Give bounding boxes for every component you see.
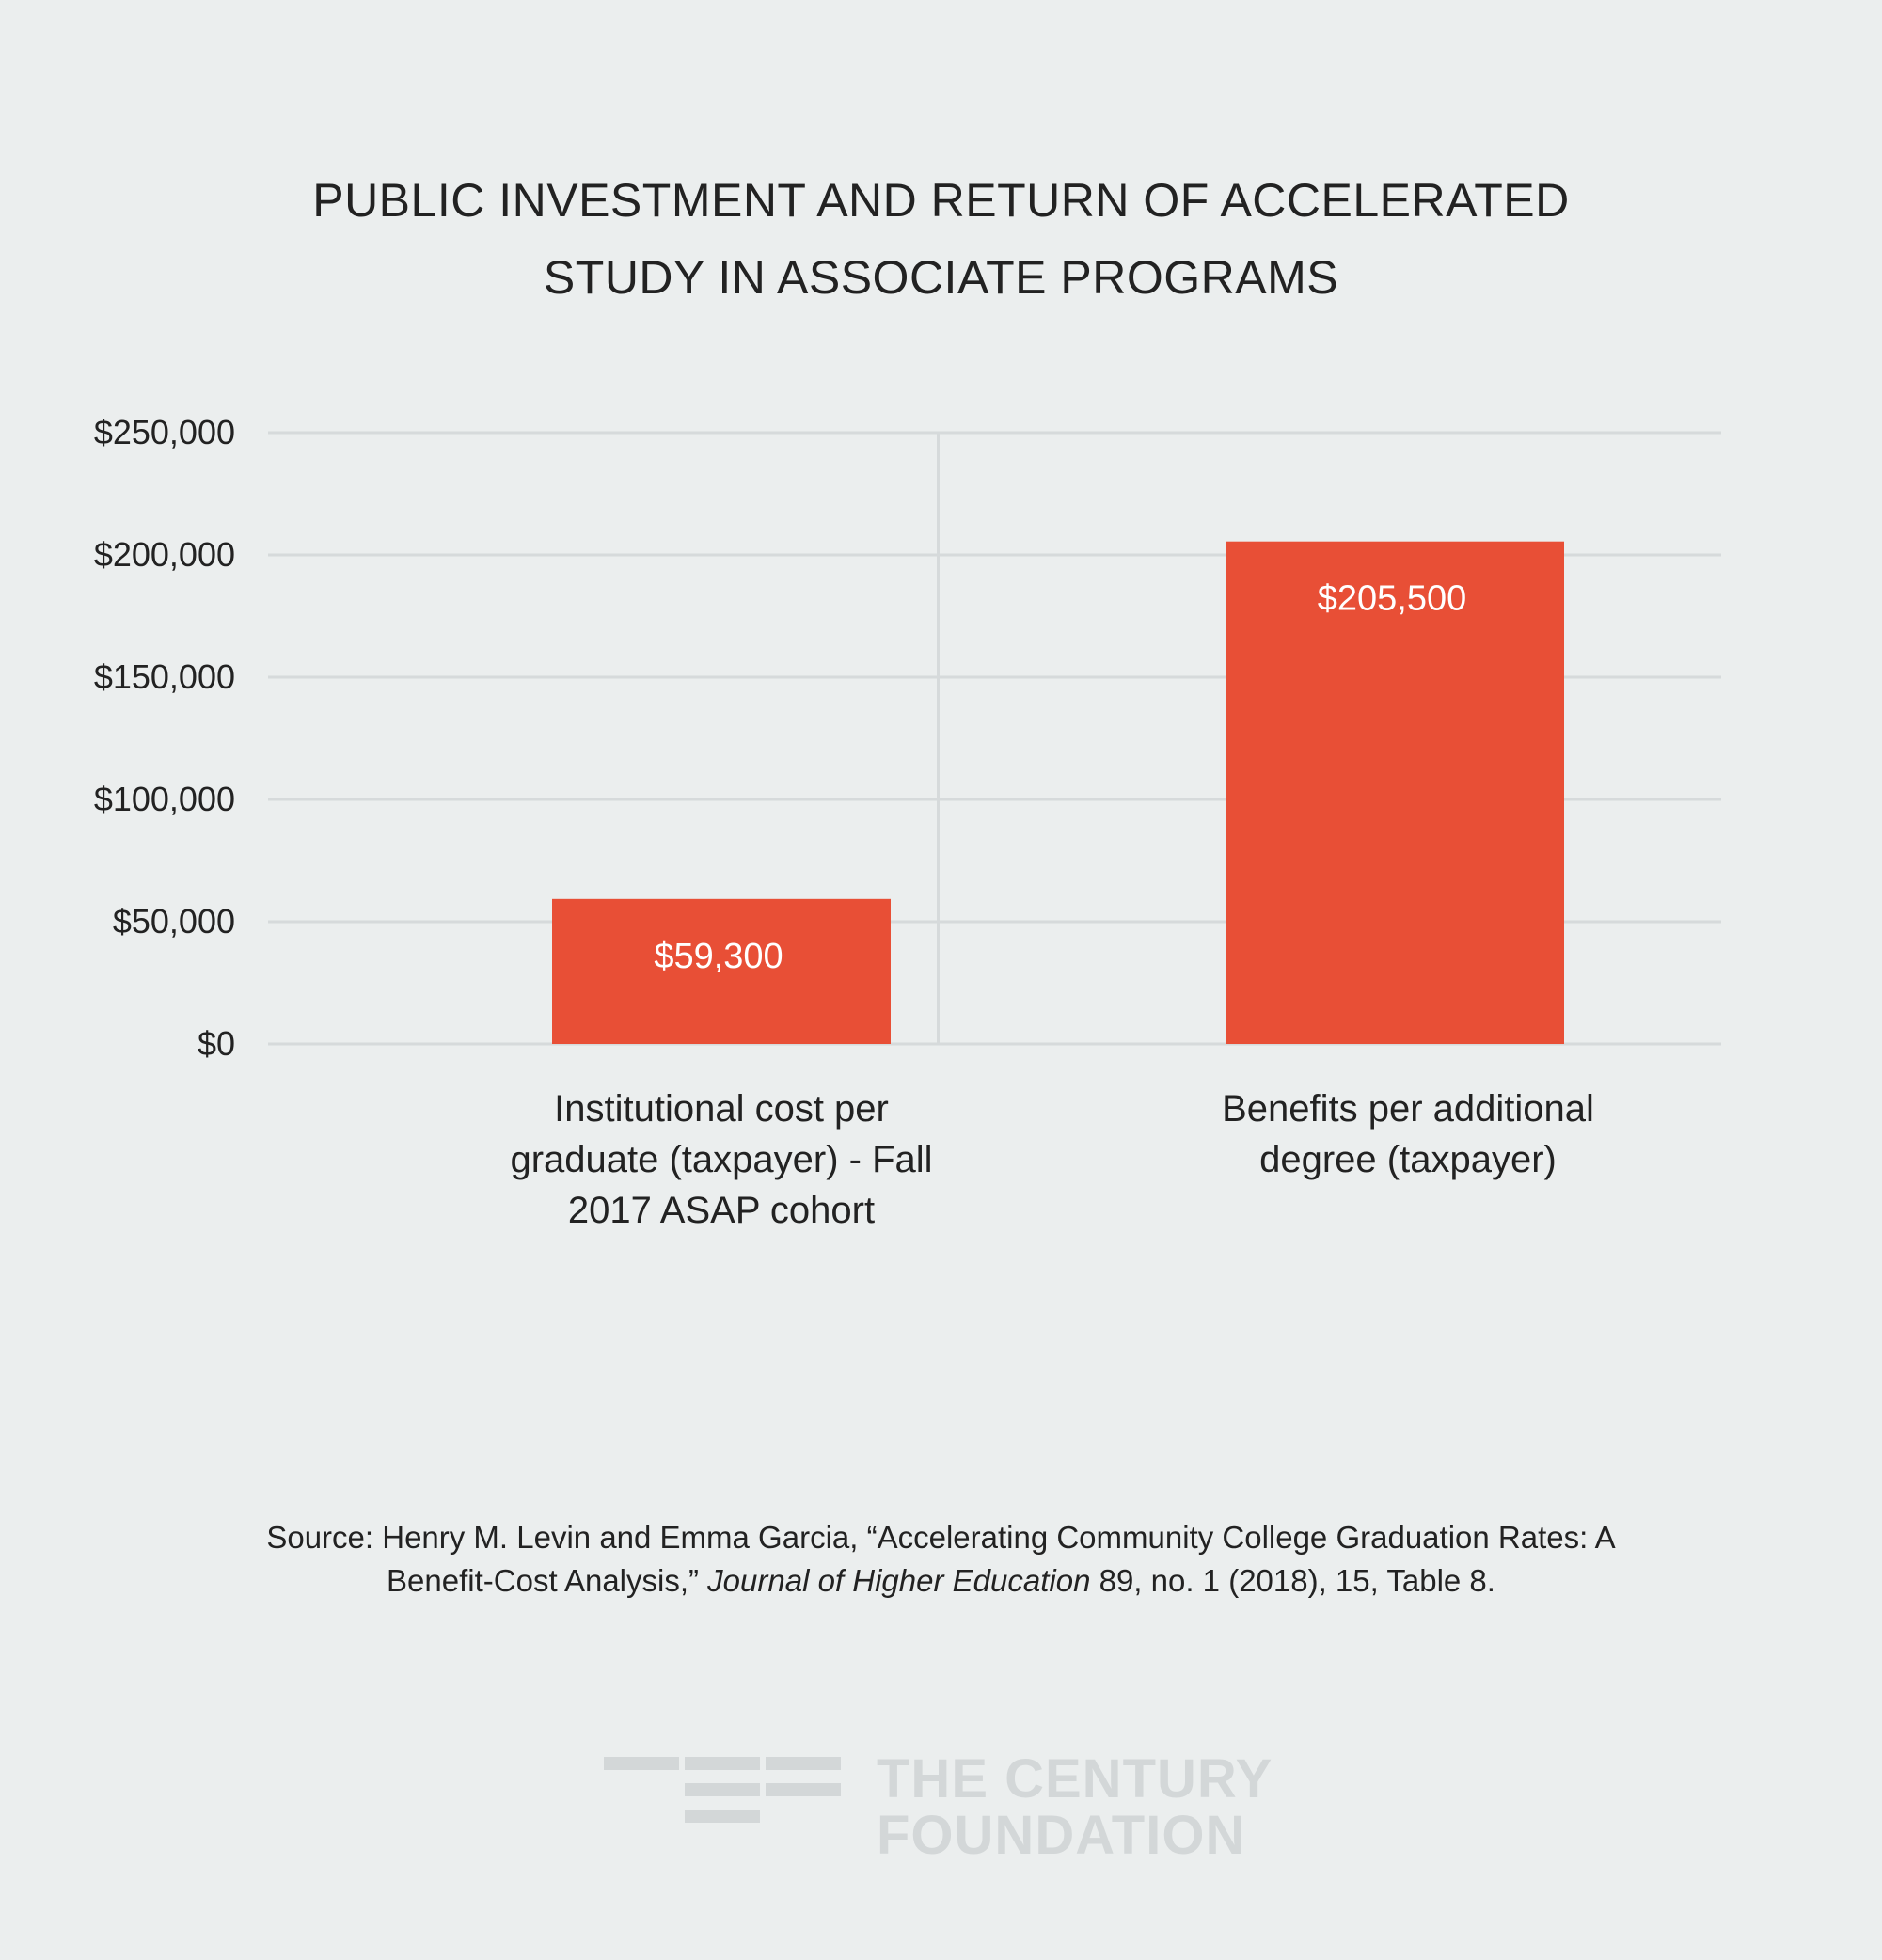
- data-label-1: $205,500: [1318, 579, 1467, 619]
- logo-bar-3: [766, 1757, 841, 1770]
- source-note: Source: Henry M. Levin and Emma Garcia, …: [0, 1516, 1882, 1603]
- y-tick-label-4: $200,000: [94, 535, 235, 574]
- y-tick-label-5: $250,000: [94, 413, 235, 451]
- y-tick-label-3: $150,000: [94, 657, 235, 696]
- category-label-0-line-0: Institutional cost per: [554, 1088, 889, 1130]
- logo-line-1: THE CENTURY: [877, 1748, 1273, 1810]
- logo-bar-2: [685, 1757, 760, 1770]
- logo-wordmark: THE CENTURY FOUNDATION: [877, 1751, 1273, 1864]
- data-label-0: $59,300: [654, 937, 783, 976]
- chart-title-line-2: STUDY IN ASSOCIATE PROGRAMS: [543, 251, 1339, 304]
- category-label-0-line-1: graduate (taxpayer) - Fall: [510, 1139, 932, 1180]
- category-label-1-line-0: Benefits per additional: [1222, 1088, 1594, 1130]
- source-line-2: Benefit-Cost Analysis,” Journal of Highe…: [0, 1559, 1882, 1603]
- category-label-1-line-1: degree (taxpayer): [1259, 1139, 1557, 1180]
- bar-0: [552, 898, 891, 1044]
- y-axis-tick-labels: $0 $50,000 $100,000 $150,000 $200,000 $250,00…: [94, 413, 235, 1063]
- chart-title: PUBLIC INVESTMENT AND RETURN OF ACCELERA…: [0, 162, 1882, 316]
- bar-1: [1226, 541, 1564, 1044]
- y-tick-label-2: $100,000: [94, 780, 235, 818]
- bars: [552, 541, 1564, 1044]
- century-foundation-logo: THE CENTURY FOUNDATION: [604, 1751, 1281, 1864]
- data-labels: $59,300 $205,500: [654, 579, 1466, 976]
- category-label-0-line-2: 2017 ASAP cohort: [568, 1190, 875, 1231]
- logo-bar-1: [604, 1757, 679, 1770]
- chart-title-line-1: PUBLIC INVESTMENT AND RETURN OF ACCELERA…: [312, 174, 1570, 227]
- source-line-2-prefix: Benefit-Cost Analysis,”: [387, 1563, 699, 1598]
- source-journal-title: Journal of Higher Education: [707, 1563, 1091, 1598]
- source-line-2-suffix: 89, no. 1 (2018), 15, Table 8.: [1099, 1563, 1495, 1598]
- y-tick-label-1: $50,000: [113, 902, 235, 940]
- x-axis-category-labels: Institutional cost per graduate (taxpayer…: [510, 1088, 1593, 1231]
- logo-bar-5: [766, 1783, 841, 1796]
- bar-chart: $0 $50,000 $100,000 $150,000 $200,000 $250,00…: [94, 413, 1721, 1231]
- y-tick-label-0: $0: [198, 1024, 235, 1063]
- logo-bar-4: [685, 1783, 760, 1796]
- logo-bar-6: [685, 1810, 760, 1823]
- logo-line-2: FOUNDATION: [877, 1805, 1246, 1866]
- source-line-1: Source: Henry M. Levin and Emma Garcia, …: [266, 1520, 1616, 1555]
